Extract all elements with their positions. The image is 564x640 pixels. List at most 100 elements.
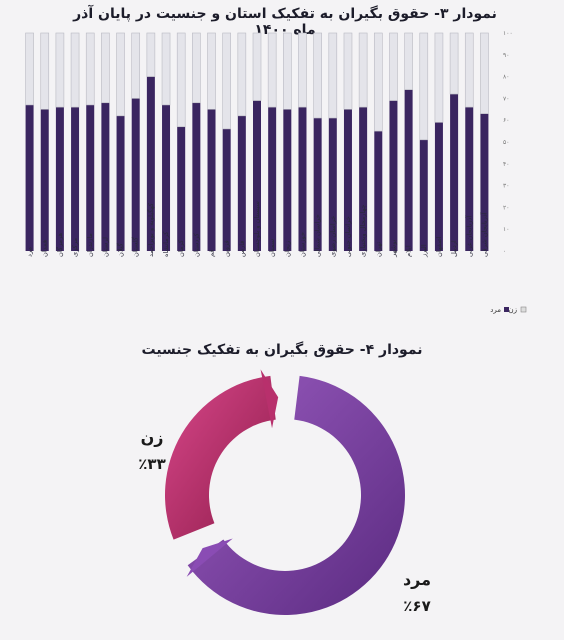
x-tick-label: قم (208, 249, 216, 257)
slice-name-male: مرد (402, 570, 432, 589)
bar-male (450, 94, 459, 251)
y-tick-label: ۸۰ (503, 74, 509, 81)
x-tick-label: کهگیلویه و بویراحمد (147, 202, 155, 257)
x-tick-label: گیلان (117, 242, 125, 257)
bar-male (86, 104, 95, 251)
y-tick-label: ۹۰ (503, 52, 509, 59)
bar-male (116, 115, 125, 251)
x-tick-label: سیستان و بلوچستان (253, 201, 261, 257)
bar-female (313, 32, 322, 119)
x-tick-label: هرمزگان (56, 232, 64, 257)
x-tick-label: لرستان (101, 237, 109, 257)
bar-female (222, 32, 231, 130)
x-tick-label: مازندران (86, 233, 94, 257)
bar-female (298, 32, 307, 108)
y-tick-label: ۰ (503, 248, 506, 255)
bar-male (25, 104, 34, 251)
bar-female (328, 32, 338, 119)
x-tick-label: البرز (420, 244, 428, 258)
y-tick-label: ۱۰ (503, 226, 509, 233)
bars-group (25, 32, 489, 252)
x-tick-label: مرکزی (71, 238, 79, 257)
bar-female (55, 32, 65, 108)
bar-female (373, 32, 383, 132)
x-tick-label: سمنان (268, 239, 276, 257)
x-tick-label: اردبیل (450, 240, 458, 257)
slice-name-female: زن (140, 428, 164, 447)
bar-female (267, 32, 277, 108)
bar-male (71, 107, 80, 252)
x-tick-label: بوشهر (389, 239, 397, 258)
bar-female (252, 32, 262, 101)
bar-female (25, 32, 34, 106)
bar-male (434, 122, 443, 251)
x-tick-label: کرمان (177, 239, 185, 257)
y-tick-label: ۴۰ (503, 161, 509, 168)
bar-female (480, 32, 489, 114)
bar-female (237, 32, 247, 117)
slice-percent-male: ٪۶۷ (403, 597, 431, 615)
x-tick-label: همدان (41, 239, 49, 257)
bar-male (101, 102, 110, 251)
x-axis-labels: مرد همدان هرمزگان مرکزی مازندران لرستان گیلان گ… (26, 201, 489, 258)
x-tick-label: آذربایجان شرقی (479, 211, 488, 257)
x-tick-label: فارس (238, 241, 246, 257)
bar-female (358, 32, 368, 108)
bar-male (313, 118, 322, 252)
bar-female (343, 32, 353, 110)
bar-male (283, 109, 292, 251)
legend: زن مرد (490, 306, 527, 314)
x-tick-label: خوزستان (298, 232, 306, 257)
bar-female (70, 32, 80, 108)
x-tick-label: کرمانشاه (162, 231, 170, 257)
slice-label-male: مرد ٪۶۷ (392, 570, 442, 615)
bar-male (131, 98, 140, 252)
legend-swatch-female (520, 306, 527, 313)
bar-female (192, 32, 201, 104)
bar-female (116, 32, 125, 117)
x-tick-label: خراسان جنوبی (344, 216, 352, 257)
x-tick-label: چهارمحال وبختیاری (359, 204, 367, 257)
slice-percent-female: ٪۳۳ (138, 455, 166, 473)
x-tick-label: خراسان رضوی (329, 216, 337, 257)
y-tick-label: ۵۰ (503, 139, 509, 146)
donut-slice-female (165, 375, 276, 540)
x-tick-label: مرد (26, 247, 34, 257)
bar-male (404, 89, 413, 252)
y-axis-ticks: ۰ ۱۰ ۲۰ ۳۰ ۴۰ ۵۰ ۶۰ ۷۰ ۸۰ ۹۰ ۱۰۰ (503, 30, 513, 255)
bar-male (328, 118, 337, 252)
bar-female (464, 32, 474, 108)
x-tick-label: گلستان (132, 236, 140, 257)
y-tick-label: ۷۰ (503, 95, 509, 102)
x-tick-label: خراسان شمالی (314, 214, 322, 257)
legend-label-male: مرد (490, 306, 501, 314)
bar-female (389, 32, 398, 101)
bar-female (176, 32, 186, 128)
bar-male (162, 104, 171, 251)
slice-label-female: زن ٪۳۳ (128, 428, 176, 473)
bar-male (237, 115, 246, 251)
bar-male (177, 126, 186, 251)
x-tick-label: تهران (374, 242, 382, 257)
bar-female (207, 32, 216, 110)
bar-female (404, 32, 413, 90)
x-tick-label: قزوین (223, 240, 231, 257)
y-tick-label: ۱۰۰ (503, 30, 513, 37)
donut-slice-male (187, 375, 405, 615)
bar-male (222, 128, 231, 251)
bar-male (298, 107, 307, 252)
bar-male (55, 107, 64, 252)
x-tick-label: اصفهان (435, 236, 443, 257)
x-tick-label: زنجان (283, 241, 291, 257)
bar-female (40, 32, 50, 110)
bar-male (419, 139, 428, 251)
x-tick-label: کردستان (192, 232, 200, 257)
y-tick-label: ۶۰ (503, 117, 509, 124)
bar-female (85, 32, 95, 106)
bar-male (465, 107, 474, 252)
bar-male (480, 113, 489, 251)
bar-male (343, 109, 352, 251)
bar-female (449, 32, 459, 95)
